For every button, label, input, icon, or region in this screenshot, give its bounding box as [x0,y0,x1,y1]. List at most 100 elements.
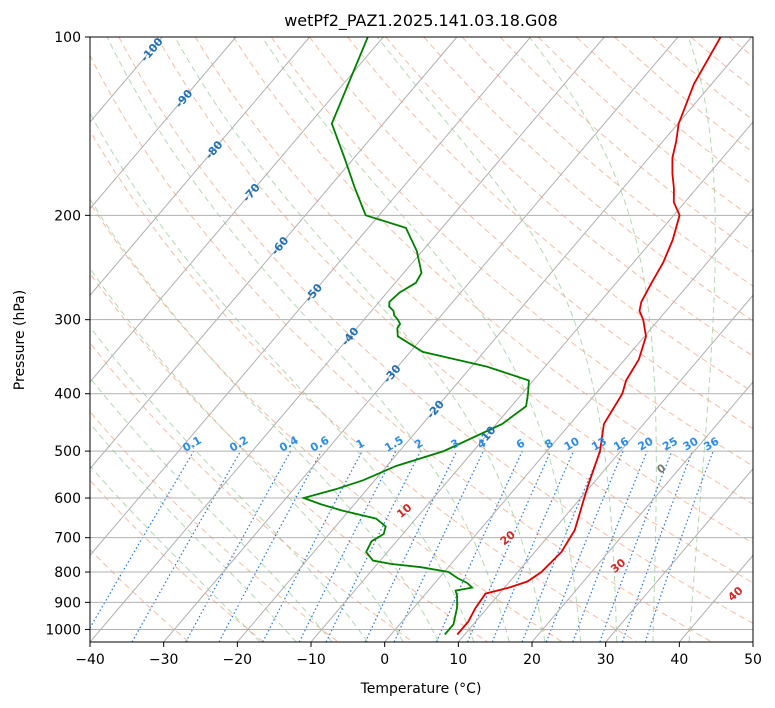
isotherm-line [678,554,753,642]
dry-adiabat-label: 30 [608,556,628,576]
mixing-ratio-line [644,450,714,642]
isotherm-line [90,37,384,383]
moist-adiabat [106,37,510,642]
dry-adiabat [156,37,753,584]
y-tick-label: 300 [54,313,81,329]
dry-adiabat [652,37,753,121]
x-tick-label: 50 [744,652,762,668]
moist-adiabat [90,326,369,642]
dewpoint-line [300,37,530,636]
isotherm-line [457,294,753,642]
mixing-ratio-label: 2 [412,437,425,452]
isotherm-line [752,641,753,642]
dry-adiabat-label: 10 [394,501,414,521]
dry-adiabat [537,37,753,219]
mixing-ratio-line [298,450,397,642]
x-tick-label: 20 [523,652,541,668]
mixing-ratio-line [466,450,552,642]
plot-frame [89,36,754,643]
dry-adiabat [90,54,712,642]
isotherm-line [90,37,531,557]
mixing-ratio-line [545,450,624,642]
isotherm-line [163,37,679,642]
mixing-ratio-line [599,450,673,642]
isotherm-line [531,381,753,642]
dry-adiabat [309,37,753,430]
y-tick-label: 800 [54,565,81,581]
y-tick-label: 600 [54,491,81,507]
mixing-ratio-line [521,450,602,642]
isotherm-line [90,37,310,297]
mixing-ratio-line [131,450,242,642]
mixing-ratio-line [572,450,648,642]
dry-adiabat [90,479,264,642]
dry-adiabat [614,37,753,153]
mixing-ratio-line [393,450,484,642]
x-tick-label: −30 [149,652,179,668]
isotherm-line [310,121,753,642]
zero-label: 0 [654,461,668,476]
isotherm-line [90,37,237,210]
isotherm-label: -100 [138,35,166,65]
profile-series [300,37,722,636]
moist-adiabat [90,377,333,642]
isotherm-line [236,37,752,642]
mixing-ratio-label: 6 [514,436,527,451]
moist-adiabat [528,37,657,642]
y-tick-label: 100 [54,30,81,46]
mixing-ratio-line [185,450,292,642]
y-axis-ticks: 100 200 300 400 500 600 700 800 900 1000 [45,30,90,638]
dry-adiabat [728,37,753,58]
dry-adiabat [90,129,638,642]
dry-adiabat [118,37,753,625]
moist-adiabat [90,198,439,642]
dry-adiabat [690,37,753,89]
mixing-ratio-line [218,450,323,642]
moist-adiabat [174,37,546,642]
y-tick-label: 900 [54,595,81,611]
x-tick-label: 0 [380,652,389,668]
moist-adiabat [90,422,297,642]
dry-adiabat [499,37,753,253]
dry-adiabat [461,37,753,287]
dry-adiabat [347,37,753,393]
mixing-ratio-line [325,450,422,642]
x-tick-label: 40 [670,652,688,668]
dry-adiabat [194,37,753,544]
y-axis-label: Pressure (hPa) [12,290,28,390]
y-tick-label: 400 [54,387,81,403]
mixing-ratio-line [90,450,195,630]
isotherm-line [90,37,458,470]
mixing-ratio-label: 1 [354,437,367,452]
isotherm-line [90,37,605,642]
dry-adiabat [90,272,488,642]
moist-adiabat [261,37,582,642]
background-lines [90,37,775,642]
chart-title: wetPf2_PAZ1.2025.141.03.18.G08 [284,11,558,31]
mixing-ratio-line [621,450,693,642]
x-tick-label: −20 [223,652,253,668]
dry-adiabat [767,37,775,642]
moist-adiabat [90,112,475,642]
dry-adiabat-label: 40 [725,584,745,604]
mixing-ratio-line [364,450,458,642]
y-tick-label: 500 [54,444,81,460]
x-tick-label: −40 [75,652,105,668]
moist-adiabat [90,267,404,642]
dry-adiabat [576,37,753,186]
dry-adiabat [90,410,339,642]
mixing-ratio-line [435,450,523,642]
x-tick-label: −10 [296,652,326,668]
dry-adiabat [90,548,190,642]
dry-adiabat [232,37,753,505]
y-tick-label: 1000 [45,622,81,638]
temperature-line [456,37,722,636]
mixing-ratio-line [262,450,363,642]
y-tick-label: 200 [54,208,81,224]
x-axis-label: Temperature (°C) [360,681,482,697]
y-tick-label: 700 [54,531,81,547]
dry-adiabat [423,37,753,322]
isotherm-line [605,467,753,642]
x-tick-label: 30 [597,652,615,668]
